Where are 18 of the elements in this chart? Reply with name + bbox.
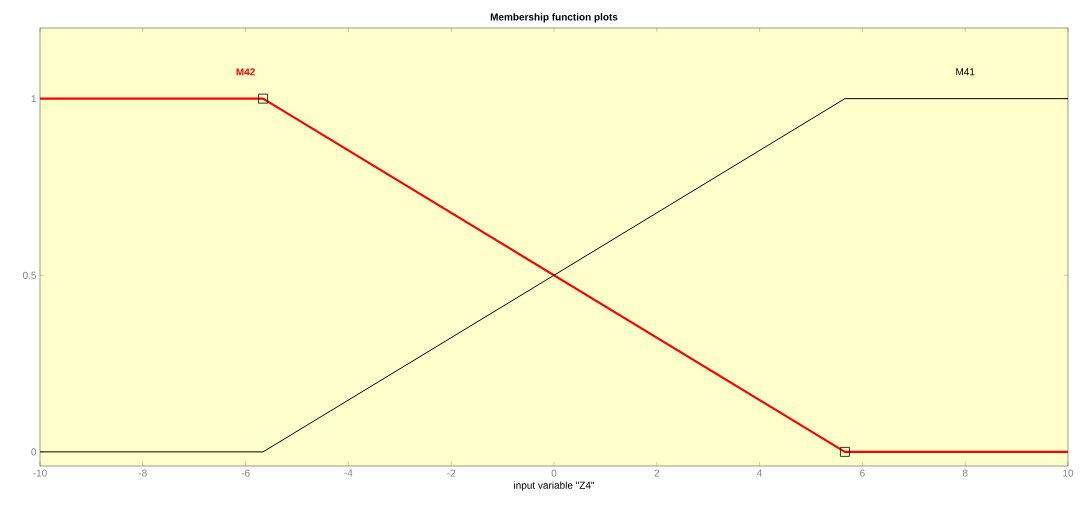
x-tick-label: -2 <box>447 469 456 477</box>
x-tick-label: -4 <box>344 469 353 477</box>
x-tick-label: 10 <box>1063 469 1074 477</box>
x-tick-label: -10 <box>33 469 47 477</box>
x-tick-label: 2 <box>654 469 660 477</box>
text: M42 <box>236 68 255 76</box>
x-axis-title: input variable "Z4" <box>514 481 595 491</box>
x-tick-label: 6 <box>860 469 865 477</box>
y-tick-label: 1 <box>31 95 36 103</box>
y-tick-label: 0 <box>31 448 37 456</box>
chart-title: Membership function plots <box>490 13 618 23</box>
x-tick-label: 8 <box>962 469 968 477</box>
x-tick-label: -6 <box>241 469 250 477</box>
y-tick-label: 0.5 <box>22 271 37 279</box>
text: M41 <box>956 68 975 76</box>
x-tick-label: 0 <box>551 469 557 477</box>
x-tick-label: -8 <box>138 469 147 477</box>
x-tick-label: 4 <box>757 469 763 477</box>
